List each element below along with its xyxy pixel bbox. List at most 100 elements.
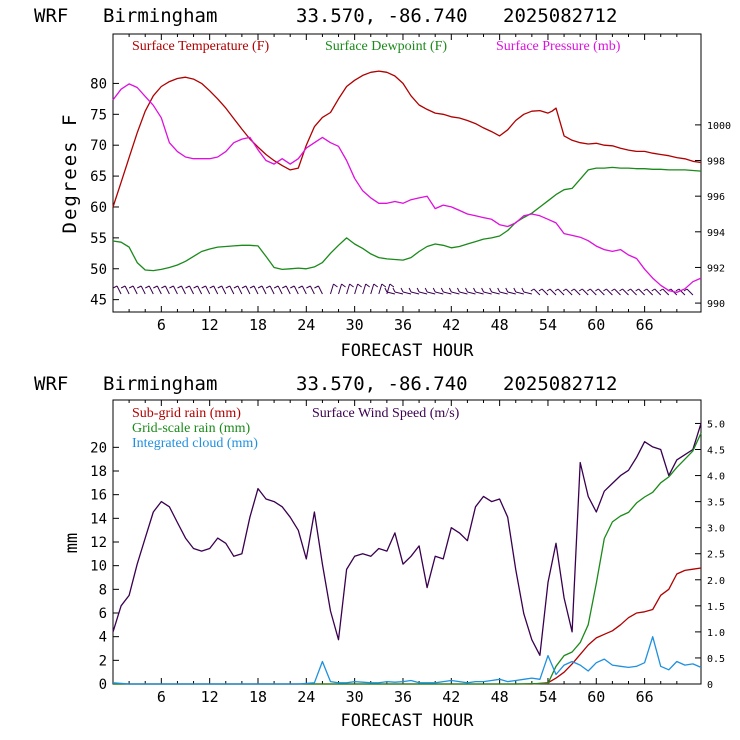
wind-barb — [217, 285, 222, 289]
wind-barb — [140, 285, 146, 295]
wind-barb — [233, 285, 239, 289]
wind-barb — [145, 285, 150, 289]
panel-temperature: WRF Birmingham 33.570, -86.740 202508271… — [34, 5, 731, 361]
y2-tick-label: 1.5 — [707, 602, 725, 613]
wind-barb — [384, 287, 388, 293]
y-tick-label: 4 — [99, 630, 107, 646]
y-axis-label: mm — [62, 533, 82, 553]
wind-barb — [209, 285, 214, 289]
wind-barb — [638, 288, 645, 296]
y-tick-label: 8 — [99, 582, 107, 598]
series-line-1 — [113, 567, 702, 685]
x-tick-label: 24 — [297, 688, 315, 706]
wind-barb — [249, 285, 255, 289]
y-tick-label: 50 — [90, 262, 107, 278]
wind-barb — [530, 288, 535, 292]
wind-barb — [169, 285, 174, 289]
wind-barb — [293, 285, 299, 295]
y-tick-label: 2 — [99, 653, 107, 669]
wind-barb — [683, 288, 688, 292]
wind-barb — [205, 285, 211, 295]
wind-barb — [416, 287, 420, 293]
y-tick-label: 65 — [90, 169, 107, 185]
wind-barb — [317, 285, 323, 295]
x-axis-label: FORECAST HOUR — [340, 711, 474, 731]
wind-barb — [554, 288, 559, 292]
wind-barb — [581, 288, 589, 296]
wind-barb — [346, 283, 351, 295]
y2-tick-label: 5.0 — [707, 419, 725, 430]
x-tick-label: 54 — [539, 688, 557, 706]
x-tick-label: 12 — [201, 688, 219, 706]
wind-barb — [646, 288, 654, 296]
x-tick-label: 18 — [249, 688, 267, 706]
wind-barb — [465, 287, 468, 293]
wind-barb — [489, 287, 493, 293]
wind-barb — [269, 285, 275, 295]
wind-barb — [285, 285, 291, 295]
legend-label: Grid-scale rain (mm) — [132, 421, 251, 436]
y2-tick-label: 2.0 — [707, 576, 725, 587]
wind-barb — [456, 287, 460, 293]
wind-barb — [443, 291, 452, 295]
x-tick-label: 36 — [394, 688, 412, 706]
wind-barb — [611, 288, 615, 292]
y2-tick-label: 1.0 — [707, 628, 725, 639]
x-tick-label: 18 — [249, 316, 267, 334]
series-line-2 — [112, 83, 702, 294]
series-line-2 — [113, 432, 702, 685]
wind-barb — [662, 288, 670, 296]
y-tick-label: 75 — [90, 107, 107, 123]
x-tick-label: 30 — [346, 316, 364, 334]
wind-barb — [587, 288, 591, 292]
header-coords: 33.570, -86.740 — [296, 5, 468, 27]
wind-barb — [606, 288, 613, 296]
y-axis-right: 0 0.5 1.0 1.5 2.0 2.5 3.0 3.5 4.0 4.5 5.0 — [695, 419, 725, 691]
wind-barb — [603, 288, 607, 292]
wind-barb — [314, 285, 319, 289]
series-line-3 — [112, 636, 702, 685]
x-axis: 6 12 18 24 30 36 42 48 54 60 66 — [128, 400, 678, 706]
wind-barb — [678, 288, 686, 296]
wind-barb — [565, 288, 573, 296]
y2-tick-label: 994 — [707, 228, 725, 239]
wind-barb — [153, 285, 158, 289]
wind-barb — [185, 285, 190, 289]
y2-tick-label: 2.5 — [707, 550, 725, 561]
x-tick-label: 60 — [587, 688, 605, 706]
wind-barb — [177, 285, 182, 289]
wind-barb — [301, 285, 307, 295]
y2-tick-label: 3.0 — [707, 524, 725, 535]
wind-barb — [570, 288, 575, 292]
series-line-0 — [112, 423, 702, 656]
header-model: WRF — [34, 5, 68, 27]
wind-barb — [627, 288, 631, 292]
y2-tick-label: 998 — [707, 157, 725, 168]
wind-barb — [362, 283, 367, 295]
wind-barb — [427, 291, 436, 295]
wind-barb — [290, 285, 295, 289]
wind-barb — [435, 291, 444, 295]
wind-barb — [419, 291, 428, 295]
wind-barb — [330, 283, 334, 295]
legend-label: Surface Wind Speed (m/s) — [312, 406, 460, 421]
wind-barb — [253, 285, 259, 295]
x-tick-label: 30 — [346, 688, 364, 706]
legend-label: Surface Temperature (F) — [132, 39, 269, 54]
wind-barb — [124, 285, 130, 295]
wind-barb — [148, 285, 154, 295]
y-tick-label: 60 — [90, 200, 107, 216]
x-tick-label: 42 — [442, 316, 460, 334]
wind-barb — [381, 283, 387, 288]
wind-barb — [597, 288, 605, 296]
wind-barb — [128, 285, 134, 289]
wind-barb — [261, 285, 267, 295]
header-location: Birmingham — [103, 5, 217, 27]
y2-tick-label: 4.5 — [707, 446, 725, 457]
x-tick-label: 66 — [636, 316, 654, 334]
wind-barb — [281, 285, 287, 289]
wind-barb — [595, 288, 599, 292]
wind-barb — [505, 287, 509, 293]
x-tick-label: 48 — [491, 688, 509, 706]
y-axis-left: 0 2 4 6 8 10 12 14 16 18 20 — [90, 440, 119, 693]
